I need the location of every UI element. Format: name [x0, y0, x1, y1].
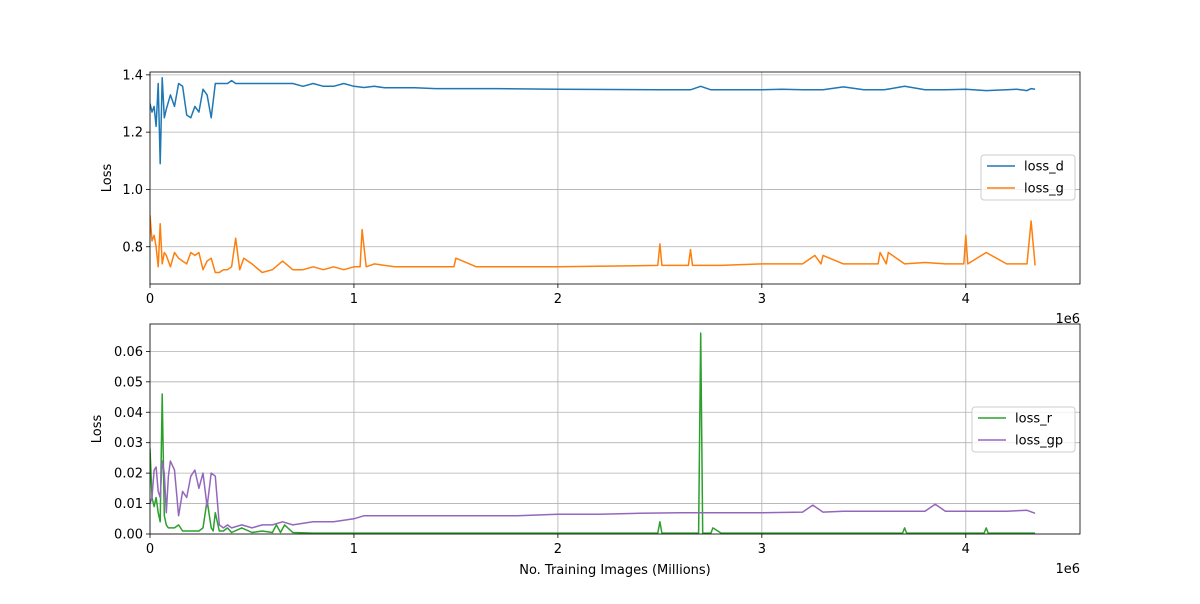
x-tick-label: 3: [758, 542, 766, 557]
y-tick-label: 1.2: [122, 126, 143, 141]
legend-label: loss_gp: [1015, 434, 1063, 449]
y-tick-label: 0.03: [114, 436, 143, 451]
x-tick-label: 3: [758, 292, 766, 307]
x-tick-label: 4: [962, 542, 970, 557]
series-line-loss_g: [150, 215, 1036, 274]
x-offset-label: 1e6: [1055, 312, 1080, 327]
legend-label: loss_d: [1024, 160, 1064, 175]
y-axis-label: Loss: [90, 415, 105, 444]
x-tick-label: 4: [962, 292, 970, 307]
y-tick-label: 0.06: [114, 345, 143, 360]
y-tick-label: 1.4: [122, 68, 143, 83]
x-tick-label: 0: [146, 542, 154, 557]
y-tick-label: 0.04: [114, 406, 143, 421]
y-tick-label: 0.00: [114, 528, 143, 543]
y-tick-label: 1.0: [122, 183, 143, 198]
series-line-loss_gp: [150, 460, 1036, 529]
axes-frame: [149, 323, 1081, 535]
x-tick-label: 0: [146, 292, 154, 307]
y-tick-label: 0.8: [122, 240, 143, 255]
series-line-loss_r: [150, 332, 1036, 534]
axes-frame: [149, 71, 1081, 285]
x-tick-label: 1: [350, 292, 358, 307]
x-axis-label: No. Training Images (Millions): [519, 563, 711, 578]
series-line-loss_d: [150, 76, 1036, 165]
legend: loss_r loss_gp: [971, 406, 1076, 453]
chart-panel-1: 0 1 2 3 4 0.8 1.0 1.2 1.4 1e6 Loss loss_d loss_g: [100, 68, 1081, 327]
legend-label: loss_g: [1024, 182, 1064, 197]
y-tick-label: 0.02: [114, 467, 143, 482]
y-tick-label: 0.01: [114, 497, 143, 512]
y-tick-label: 0.05: [114, 375, 143, 390]
y-axis-label: Loss: [100, 164, 115, 193]
x-tick-label: 1: [350, 542, 358, 557]
x-offset-label: 1e6: [1055, 562, 1080, 577]
legend: loss_d loss_g: [980, 154, 1076, 201]
legend-label: loss_r: [1015, 412, 1053, 427]
x-tick-label: 2: [554, 292, 562, 307]
chart-panel-2: 0 1 2 3 4 0.00 0.01 0.02 0.03 0.04 0.05 0.06 1e6 Loss…: [90, 323, 1081, 578]
x-tick-label: 2: [554, 542, 562, 557]
